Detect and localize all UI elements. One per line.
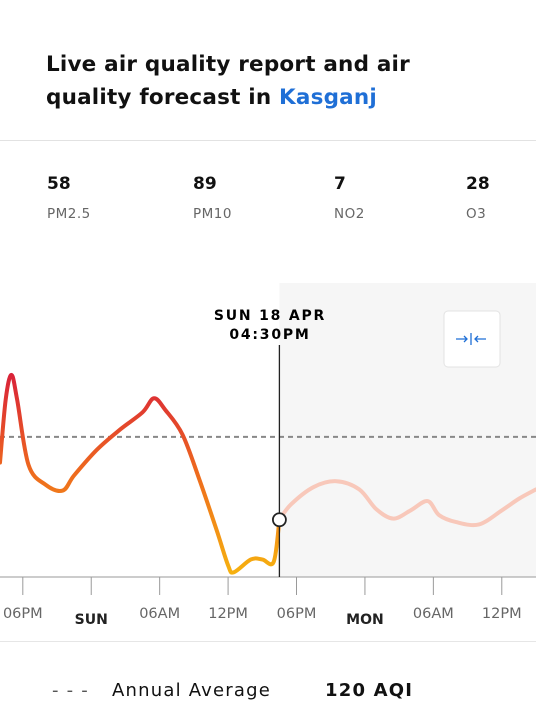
marker-date: SUN 18 APR [214, 308, 326, 324]
header: Live air quality report and air quality … [46, 48, 476, 114]
day-label: SUN [75, 612, 108, 628]
pollutant-value: 7 [334, 174, 346, 194]
pollutant: 89 PM10 [193, 174, 232, 222]
title: Live air quality report and air quality … [46, 52, 410, 110]
marker-point [272, 512, 287, 528]
pollutant-value: 58 [47, 174, 71, 194]
pollutant-name: PM2.5 [47, 206, 91, 222]
x-tick-label: 06AM [139, 606, 180, 622]
city: Kasganj [279, 85, 377, 110]
x-tick-label: 12PM [208, 606, 248, 622]
pollutant-name: PM10 [193, 206, 232, 222]
legend-value: 120 AQI [325, 680, 414, 701]
forecast-line [277, 479, 536, 528]
pollutant: 58 PM2.5 [47, 174, 91, 222]
pollutant-name: O3 [466, 206, 487, 222]
pollutant: 28 O3 [466, 174, 490, 222]
collapse-icon [456, 333, 486, 345]
pollutant: 7 NO2 [334, 174, 365, 222]
x-tick-label: 06PM [3, 606, 43, 622]
pollutant-value: 89 [193, 174, 217, 194]
day-label: MON [346, 612, 384, 628]
pollutant-name: NO2 [334, 206, 365, 222]
x-tick-label: 06AM [413, 606, 454, 622]
pollutant-value: 28 [466, 174, 490, 194]
x-tick-label: 12PM [482, 606, 522, 622]
x-tick-label: 06PM [277, 606, 317, 622]
marker-time: 04:30PM [229, 327, 310, 343]
legend: - - - Annual Average 120 AQI [0, 641, 536, 712]
legend-label: Annual Average [112, 680, 272, 701]
divider [0, 140, 536, 141]
history-line [0, 372, 282, 575]
chart: 06PM SUN 06AM 12PM 06PM MON 06AM 12PM SUN 18 APR… [0, 308, 536, 628]
legend-dash: - - - [52, 680, 89, 701]
collapse-button[interactable] [443, 310, 501, 368]
